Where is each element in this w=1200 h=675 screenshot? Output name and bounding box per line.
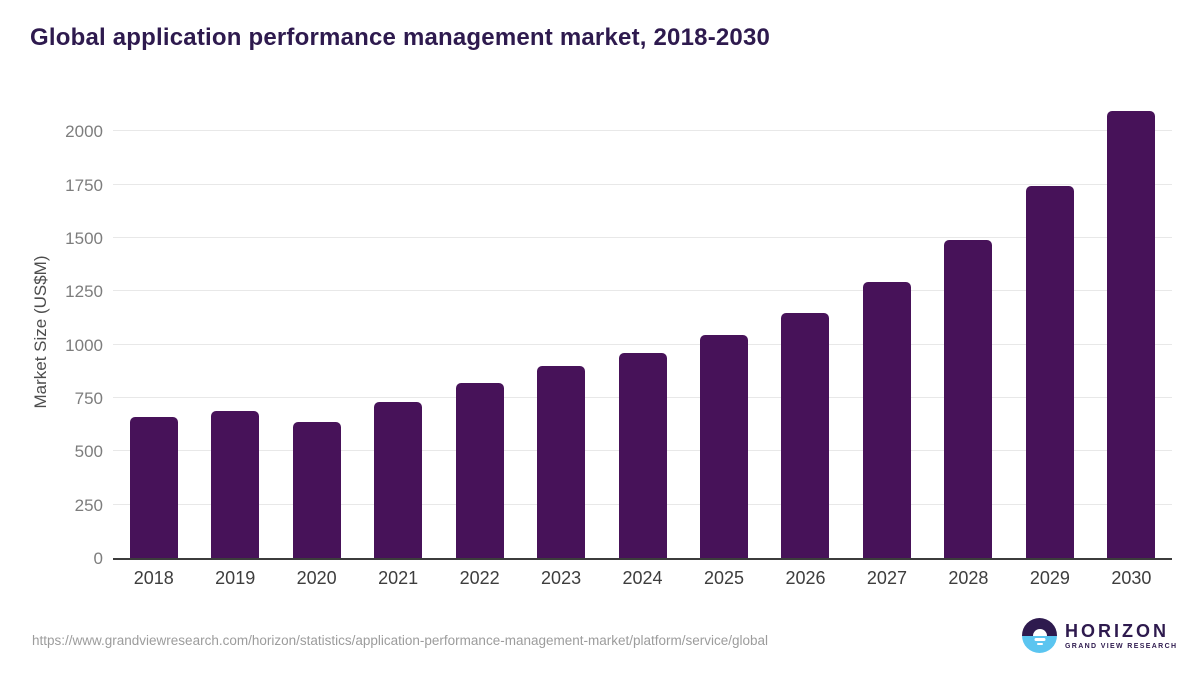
gridline xyxy=(113,290,1172,292)
bar-2026 xyxy=(781,312,830,558)
y-tick-label: 750 xyxy=(74,389,103,408)
x-tick-label: 2029 xyxy=(1029,568,1070,588)
logo-text: HORIZON GRAND VIEW RESEARCH xyxy=(1065,621,1177,651)
gridline xyxy=(113,130,1172,132)
logo-subtitle: GRAND VIEW RESEARCH xyxy=(1065,642,1178,650)
x-tick-label: 2026 xyxy=(785,568,826,588)
y-tick-label: 0 xyxy=(93,549,103,568)
bar-slot xyxy=(765,110,846,558)
x-tick-label: 2021 xyxy=(378,568,419,588)
x-tick-label: 2028 xyxy=(948,568,989,588)
x-tick-label: 2025 xyxy=(703,568,745,588)
sun-icon xyxy=(1032,628,1047,636)
x-axis-tick-labels: 2018 2019 2020 2021 2022 2023 2024 2025 2026 2027… xyxy=(113,568,1172,589)
bar-2018 xyxy=(129,417,178,558)
bar-slot xyxy=(520,110,601,558)
bar-2028 xyxy=(944,240,993,558)
bar-slot xyxy=(1091,110,1172,558)
bar-2021 xyxy=(374,402,423,558)
y-tick-label: 1000 xyxy=(65,335,103,355)
sun-reflection-line xyxy=(1036,643,1043,645)
bar-2030 xyxy=(1107,111,1156,558)
x-tick-label: 2030 xyxy=(1111,568,1152,588)
bar-slot xyxy=(846,110,927,558)
y-tick-label: 500 xyxy=(74,442,103,462)
gridline xyxy=(113,183,1172,185)
x-tick-label: 2018 xyxy=(133,568,174,588)
source-url: https://www.grandviewresearch.com/horizo… xyxy=(32,633,769,648)
y-tick-label: 1250 xyxy=(65,282,103,302)
bar-slot xyxy=(113,110,194,558)
bars-layer xyxy=(113,110,1172,558)
bar-2025 xyxy=(700,335,749,558)
bar-2020 xyxy=(292,421,341,558)
gridline xyxy=(113,343,1172,345)
bar-slot xyxy=(357,110,438,558)
bar-2024 xyxy=(618,353,667,558)
bar-slot xyxy=(276,110,357,558)
horizon-logo-icon xyxy=(1022,618,1057,653)
bar-slot xyxy=(683,110,764,558)
chart-title: Global application performance managemen… xyxy=(30,24,771,51)
gridline xyxy=(113,237,1172,238)
bar-slot xyxy=(928,110,1009,558)
bar-2027 xyxy=(862,281,911,558)
sun-reflection-line xyxy=(1034,638,1045,641)
horizon-logo: HORIZON GRAND VIEW RESEARCH xyxy=(1022,618,1177,653)
bar-slot xyxy=(439,110,520,558)
plot-area xyxy=(113,110,1172,560)
x-tick-label: 2020 xyxy=(296,568,337,588)
logo-title: HORIZON xyxy=(1065,620,1169,641)
bar-slot xyxy=(194,110,275,558)
bar-2023 xyxy=(537,366,586,558)
y-tick-label: 250 xyxy=(74,495,103,515)
x-tick-label: 2022 xyxy=(459,568,500,588)
x-tick-label: 2024 xyxy=(622,568,663,588)
bar-2029 xyxy=(1025,185,1074,558)
bar-slot xyxy=(602,110,683,558)
bar-slot xyxy=(1009,110,1090,558)
y-tick-label: 1500 xyxy=(65,229,103,248)
y-tick-label: 1750 xyxy=(65,175,103,195)
x-tick-label: 2019 xyxy=(215,568,256,588)
bar-2019 xyxy=(211,410,260,558)
x-tick-label: 2023 xyxy=(541,568,582,588)
y-tick-label: 2000 xyxy=(65,122,103,142)
y-axis-title: Market Size (US$M) xyxy=(31,255,50,409)
logo-sky-half xyxy=(1022,618,1057,636)
bar-2022 xyxy=(455,383,504,558)
x-tick-label: 2027 xyxy=(866,568,907,588)
